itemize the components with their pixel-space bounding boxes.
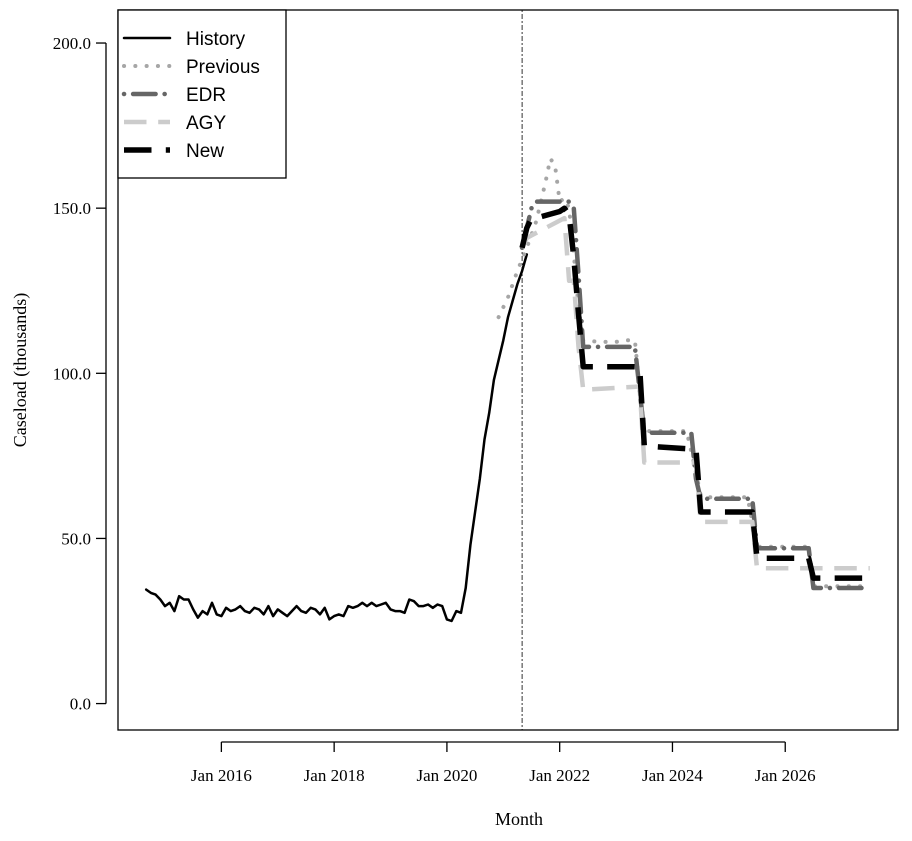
series-history-line [144, 253, 529, 623]
y-axis-title: Caseload (thousands) [10, 293, 31, 447]
y-tick-label: 200.0 [53, 34, 91, 53]
legend-new-label: New [186, 141, 224, 162]
x-axis: Jan 2016 Jan 2018 Jan 2020 Jan 2022 Jan 2024… [191, 741, 816, 785]
y-tick-label: 0.0 [70, 695, 91, 714]
plot-frame [117, 9, 899, 731]
y-tick-label: 100.0 [53, 364, 91, 383]
legend-previous-label: Previous [186, 57, 260, 78]
legend: History Previous EDR AGY New [117, 9, 287, 179]
series-new-line [519, 205, 870, 581]
x-tick-label: Jan 2022 [529, 766, 590, 785]
series-lines [144, 156, 873, 623]
series-agy-line [520, 215, 870, 571]
y-tick-label: 50.0 [61, 529, 91, 548]
x-tick-label: Jan 2026 [755, 766, 816, 785]
x-axis-title: Month [495, 809, 543, 829]
y-tick-label: 150.0 [53, 199, 91, 218]
legend-history-label: History [186, 29, 246, 50]
x-tick-label: Jan 2018 [304, 766, 365, 785]
y-axis: 0.0 50.0 100.0 150.0 200.0 [53, 34, 107, 714]
x-tick-label: Jan 2016 [191, 766, 252, 785]
x-tick-label: Jan 2024 [642, 766, 703, 785]
legend-agy-label: AGY [186, 113, 226, 134]
series-previous-line [496, 156, 872, 589]
legend-edr-label: EDR [186, 85, 226, 106]
x-tick-label: Jan 2020 [416, 766, 477, 785]
